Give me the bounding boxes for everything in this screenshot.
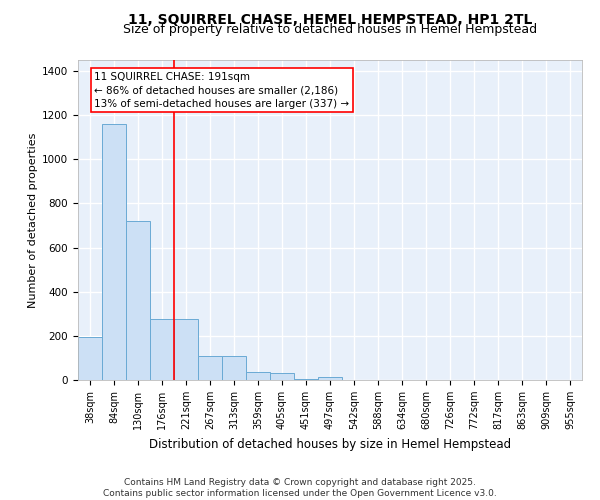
- Bar: [198, 356, 222, 380]
- Bar: [294, 379, 318, 380]
- Text: 11, SQUIRREL CHASE, HEMEL HEMPSTEAD, HP1 2TL: 11, SQUIRREL CHASE, HEMEL HEMPSTEAD, HP1…: [128, 12, 532, 26]
- Bar: [246, 372, 270, 380]
- Bar: [102, 124, 126, 380]
- X-axis label: Distribution of detached houses by size in Hemel Hempstead: Distribution of detached houses by size …: [149, 438, 511, 450]
- Bar: [270, 374, 294, 380]
- Bar: [126, 221, 150, 380]
- Bar: [222, 356, 246, 380]
- Bar: [174, 320, 198, 380]
- Bar: [150, 320, 174, 380]
- Text: 11 SQUIRREL CHASE: 191sqm
← 86% of detached houses are smaller (2,186)
13% of se: 11 SQUIRREL CHASE: 191sqm ← 86% of detac…: [94, 72, 349, 108]
- Bar: [78, 337, 102, 380]
- Text: Contains HM Land Registry data © Crown copyright and database right 2025.
Contai: Contains HM Land Registry data © Crown c…: [103, 478, 497, 498]
- Text: Size of property relative to detached houses in Hemel Hempstead: Size of property relative to detached ho…: [123, 22, 537, 36]
- Y-axis label: Number of detached properties: Number of detached properties: [28, 132, 38, 308]
- Bar: [318, 376, 342, 380]
